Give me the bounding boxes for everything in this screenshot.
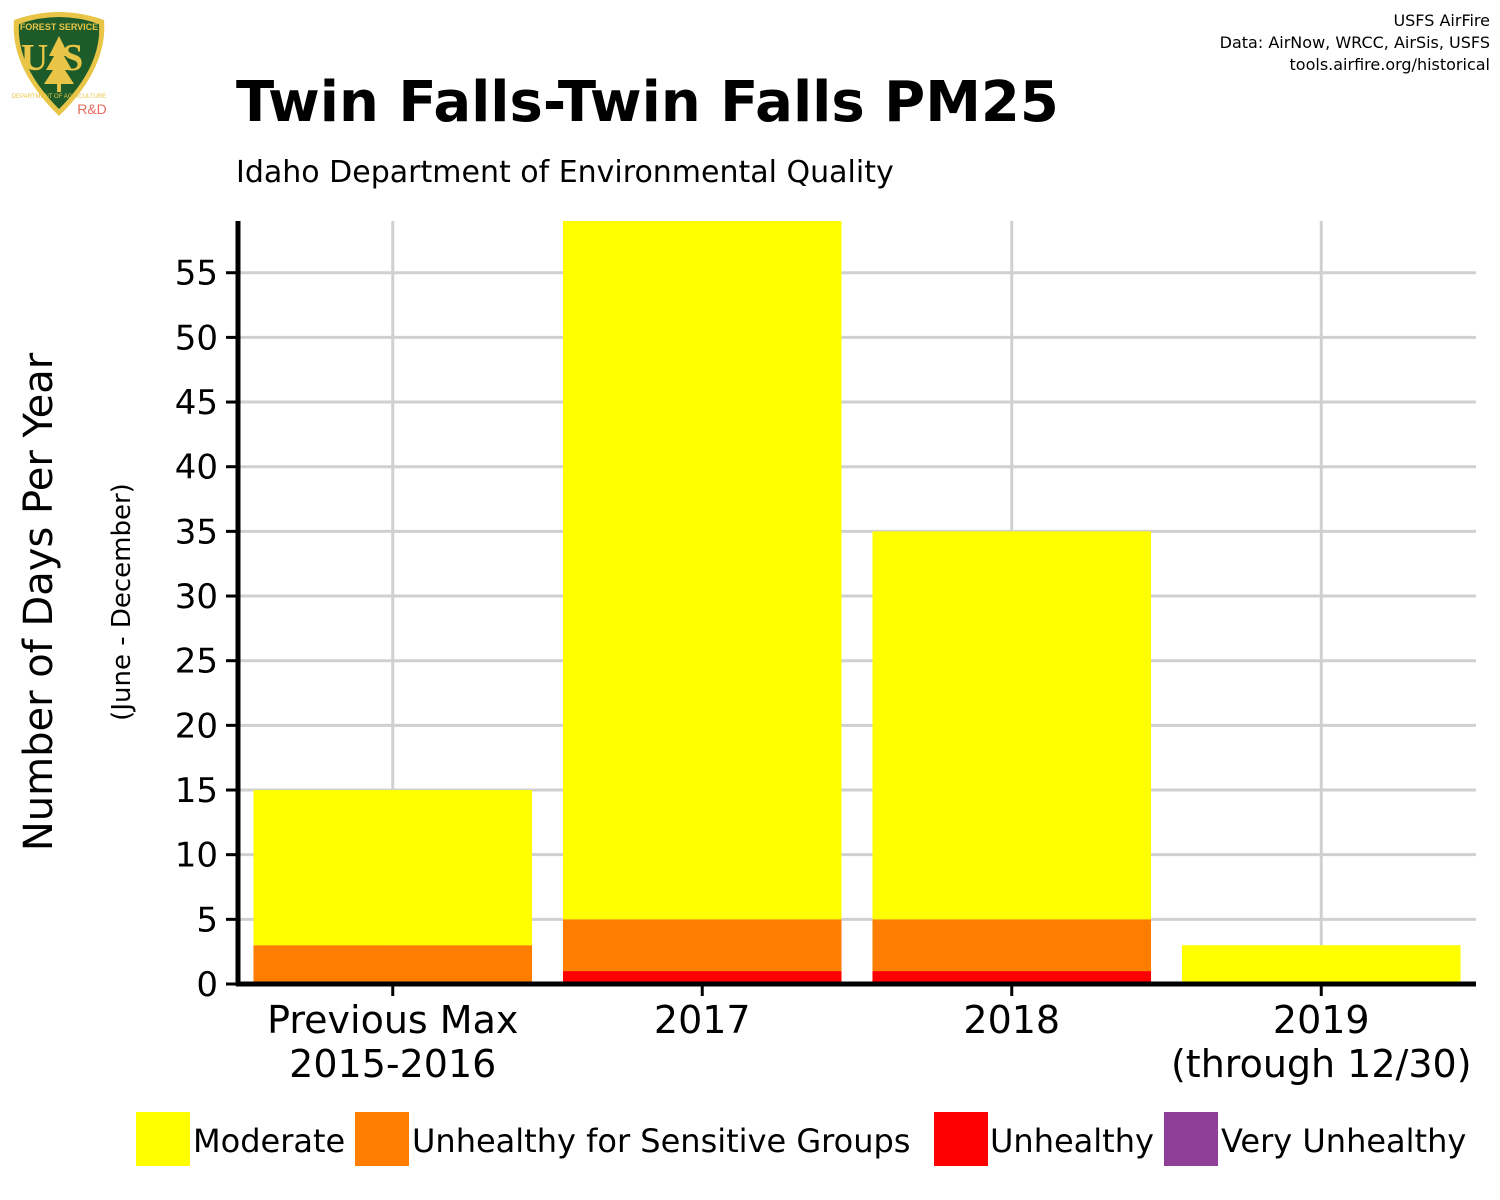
chart-subtitle: Idaho Department of Environmental Qualit… (236, 155, 894, 190)
x-tick-label: 2018 (963, 998, 1060, 1042)
legend-swatch (934, 1112, 988, 1166)
bar-segment-moderate (253, 790, 533, 946)
axes (226, 221, 1476, 996)
bar-segment-unhealthy-for-sensitive-groups (253, 945, 533, 984)
legend-label: Very Unhealthy (1221, 1122, 1467, 1160)
legend-swatch (136, 1112, 190, 1166)
y-tick-label: 25 (175, 642, 218, 682)
chart-title: Twin Falls-Twin Falls PM25 (236, 70, 1059, 135)
y-tick-label: 45 (175, 383, 218, 423)
y-tick-labels: 0 5 10 15 20 25 30 35 40 45 50 55 (175, 254, 218, 1005)
y-tick-label: 15 (175, 771, 218, 811)
y-axis-sublabel: (June - December) (107, 483, 137, 721)
y-tick-label: 30 (175, 577, 218, 617)
bars (253, 221, 1461, 984)
legend-label: Moderate (193, 1122, 346, 1160)
x-tick-label: Previous Max (267, 998, 518, 1042)
legend-swatch (1164, 1112, 1218, 1166)
bar-chart: 0 5 10 15 20 25 30 35 40 45 50 55 Previous Max2015-… (16, 221, 1476, 1086)
bar-segment-unhealthy (872, 971, 1152, 984)
y-tick-label: 40 (175, 448, 218, 488)
bar-segment-moderate (562, 221, 842, 920)
tree-icon (44, 36, 74, 84)
y-axis-label: Number of Days Per Year (16, 352, 62, 851)
bar-segment-unhealthy-for-sensitive-groups (872, 919, 1152, 972)
logo-top-text: FOREST SERVICE (20, 22, 98, 32)
credit-line-3: tools.airfire.org/historical (1289, 55, 1490, 74)
logo-bottom-text: DEPARTMENT OF AGRICULTURE (12, 94, 107, 100)
x-tick-label: (through 12/30) (1171, 1042, 1472, 1086)
y-tick-label: 55 (175, 254, 218, 294)
y-tick-label: 10 (175, 836, 218, 876)
bar-segment-moderate (872, 531, 1152, 920)
logo-rd-tag: R&D (77, 101, 107, 117)
credits: USFS AirFire Data: AirNow, WRCC, AirSis,… (1220, 10, 1490, 76)
x-tick-label: 2015-2016 (289, 1042, 496, 1086)
x-tick-label: 2017 (654, 998, 751, 1042)
credit-line-1: USFS AirFire (1393, 11, 1490, 30)
bar-segment-unhealthy-for-sensitive-groups (562, 919, 842, 972)
x-tick-label: 2019 (1273, 998, 1370, 1042)
bar-segment-moderate (1181, 945, 1461, 984)
y-tick-label: 35 (175, 512, 218, 552)
legend-swatch (355, 1112, 409, 1166)
y-tick-label: 0 (196, 965, 218, 1005)
y-tick-label: 20 (175, 706, 218, 746)
credit-line-2: Data: AirNow, WRCC, AirSis, USFS (1219, 33, 1490, 52)
bar-segment-unhealthy (562, 971, 842, 984)
legend-label: Unhealthy for Sensitive Groups (412, 1122, 911, 1160)
y-tick-label: 50 (175, 318, 218, 358)
legend: Moderate Unhealthy for Sensitive Groups Un… (0, 1112, 1500, 1172)
y-tick-label: 5 (196, 900, 218, 940)
usfs-logo: FOREST SERVICE US DEPARTMENT OF AGRICULT… (12, 12, 107, 117)
legend-label: Unhealthy (990, 1122, 1154, 1160)
